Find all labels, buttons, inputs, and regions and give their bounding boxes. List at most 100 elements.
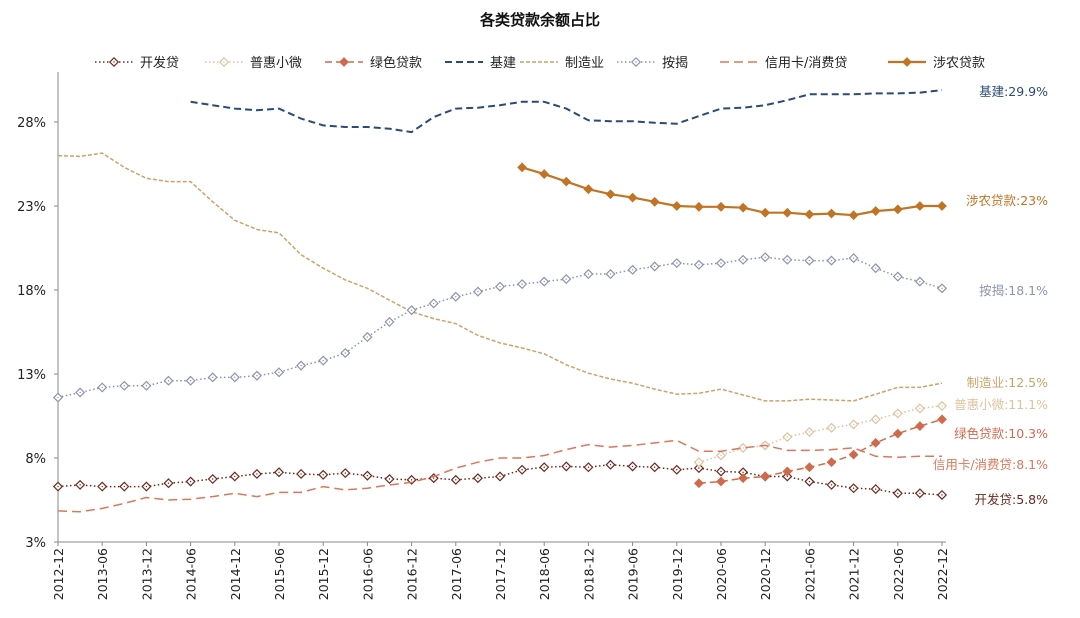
plot-area xyxy=(52,89,948,513)
marker-dot xyxy=(654,265,656,268)
marker-dot xyxy=(786,475,788,478)
diamond-marker xyxy=(782,466,793,477)
marker-dot xyxy=(720,470,722,473)
marker-dot xyxy=(123,485,126,488)
x-tick-label: 2015-06 xyxy=(272,548,287,600)
marker-dot xyxy=(101,386,103,389)
diamond-marker xyxy=(693,201,704,212)
marker-dot xyxy=(256,374,258,377)
x-tick-label: 2020-12 xyxy=(758,548,773,600)
end-label: 基建:29.9% xyxy=(979,84,1048,99)
diamond-marker xyxy=(902,57,912,67)
legend-label: 按揭 xyxy=(662,56,688,71)
x-tick-label: 2022-06 xyxy=(891,548,906,600)
x-tick-label: 2021-06 xyxy=(802,548,817,600)
series-line xyxy=(57,256,943,399)
end-label: 涉农贷款:23% xyxy=(966,193,1048,208)
diamond-marker xyxy=(914,421,925,431)
marker-dot xyxy=(830,259,833,262)
marker-dot xyxy=(565,465,567,468)
series-开发贷 xyxy=(52,459,948,501)
legend-item: 基建 xyxy=(445,56,516,71)
marker-dot xyxy=(676,262,678,264)
marker-dot xyxy=(256,473,258,475)
legend-item: 开发贷 xyxy=(95,55,179,71)
marker-dot xyxy=(79,391,81,394)
diamond-marker xyxy=(561,176,572,187)
marker-dot xyxy=(101,485,103,488)
marker-dot xyxy=(786,259,788,261)
diamond-marker xyxy=(738,202,749,213)
marker-dot xyxy=(698,264,700,266)
marker-dot xyxy=(919,492,921,494)
end-label: 制造业:12.5% xyxy=(967,375,1049,390)
end-labels: 开发贷:5.8% 普惠小微:11.1% 绿色贷款:10.3% 基建:29.9% 制造业:… xyxy=(933,84,1048,507)
marker-dot xyxy=(875,418,877,421)
end-label: 绿色贷款:10.3% xyxy=(954,426,1048,441)
marker-dot xyxy=(720,262,722,264)
x-tick-label: 2013-12 xyxy=(139,548,154,600)
marker-dot xyxy=(223,61,225,63)
diamond-marker xyxy=(760,207,771,218)
marker-dot xyxy=(344,472,346,474)
marker-dot xyxy=(698,461,700,463)
marker-dot xyxy=(410,479,413,481)
marker-dot xyxy=(455,479,457,481)
marker-dot xyxy=(189,380,192,382)
marker-dot xyxy=(609,464,612,466)
marker-dot xyxy=(852,423,855,426)
legend-label: 开发贷 xyxy=(140,55,179,71)
diamond-marker xyxy=(738,473,749,484)
marker-dot xyxy=(631,465,634,468)
x-tick-label: 2016-06 xyxy=(360,548,375,600)
marker-dot xyxy=(167,380,170,382)
marker-dot xyxy=(189,480,192,483)
marker-dot xyxy=(808,259,811,262)
series-line xyxy=(190,89,943,134)
marker-dot xyxy=(234,475,236,478)
marker-dot xyxy=(587,466,590,468)
marker-dot xyxy=(587,273,590,275)
x-tick-label: 2013-06 xyxy=(95,548,110,600)
diamond-marker xyxy=(937,201,947,211)
marker-dot xyxy=(919,407,921,410)
marker-dot xyxy=(212,376,214,379)
legend: 开发贷 普惠小微 绿色贷款 基建 制造业 按揭 信用卡/消费贷 涉农贷款 xyxy=(95,55,985,71)
y-tick-label: 23% xyxy=(17,200,46,215)
marker-dot xyxy=(410,309,413,311)
diamond-marker xyxy=(539,169,550,179)
y-tick-label: 28% xyxy=(17,116,46,131)
y-tick-label: 8% xyxy=(25,452,46,467)
diamond-marker xyxy=(605,189,616,200)
x-tick-label: 2022-12 xyxy=(935,548,950,600)
marker-dot xyxy=(388,478,391,480)
marker-dot xyxy=(433,302,435,305)
x-tick-label: 2015-12 xyxy=(316,548,331,600)
marker-dot xyxy=(477,290,479,293)
marker-dot xyxy=(278,471,280,473)
marker-dot xyxy=(631,269,634,271)
diamond-marker xyxy=(782,207,793,218)
legend-label: 绿色贷款 xyxy=(370,55,422,71)
marker-dot xyxy=(521,283,523,285)
series-line xyxy=(698,418,943,484)
marker-dot xyxy=(278,371,280,374)
marker-dot xyxy=(742,259,744,261)
marker-dot xyxy=(875,488,877,490)
marker-dot xyxy=(830,427,833,429)
y-tick-label: 13% xyxy=(17,368,46,383)
marker-dot xyxy=(167,482,170,484)
diamond-marker xyxy=(848,210,859,221)
diamond-marker xyxy=(848,449,859,460)
marker-dot xyxy=(635,61,637,63)
axes: 3% 8% 13% 18% 23% 28% 2012-12 2013-06 2013-12 201… xyxy=(17,72,950,600)
diamond-marker xyxy=(649,196,660,207)
series-line xyxy=(698,405,943,463)
marker-dot xyxy=(941,287,943,290)
marker-dot xyxy=(808,431,811,433)
marker-dot xyxy=(897,412,899,415)
series-line xyxy=(57,463,943,496)
series-line xyxy=(57,439,942,513)
legend-label: 信用卡/消费贷 xyxy=(765,56,847,71)
legend-item: 涉农贷款 xyxy=(888,56,985,71)
